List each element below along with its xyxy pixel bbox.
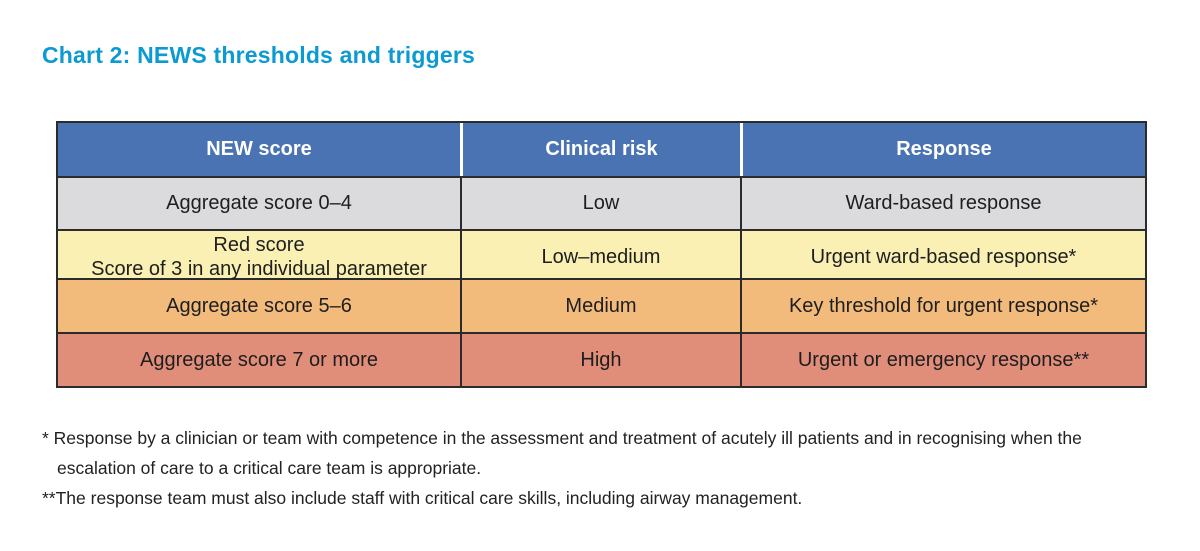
cell-low-medium-response: Urgent ward-based response*	[740, 231, 1145, 284]
cell-high-clinical-risk: High	[460, 334, 740, 386]
cell-low-medium-clinical-risk: Low–medium	[460, 231, 740, 284]
footnote-double-asterisk: **The response team must also include st…	[42, 488, 803, 509]
cell-high-new-score: Aggregate score 7 or more	[140, 348, 378, 371]
column-header-clinical-risk: Clinical risk	[460, 123, 740, 176]
cell-low-clinical-risk: Low	[460, 178, 740, 229]
table-row-low-risk: Aggregate score 0–4 Low Ward-based respo…	[58, 176, 1145, 229]
table-header-row: NEW score Clinical risk Response	[58, 123, 1145, 176]
cell-medium-new-score: Aggregate score 5–6	[166, 294, 352, 317]
cell-low-response: Ward-based response	[740, 178, 1145, 229]
cell-high-response: Urgent or emergency response**	[740, 334, 1145, 386]
chart-title: Chart 2: NEWS thresholds and triggers	[42, 42, 475, 68]
table-row-high-risk: Aggregate score 7 or more High Urgent or…	[58, 332, 1145, 386]
cell-low-medium-new-score: Red score Score of 3 in any individual p…	[91, 234, 427, 281]
table-row-low-medium-risk: Red score Score of 3 in any individual p…	[58, 229, 1145, 284]
footnote-single-asterisk: * Response by a clinician or team with c…	[42, 428, 1082, 479]
cell-low-new-score: Aggregate score 0–4	[166, 192, 352, 215]
column-header-response: Response	[740, 123, 1145, 176]
cell-medium-response: Key threshold for urgent response*	[740, 280, 1145, 332]
table-row-medium-risk: Aggregate score 5–6 Medium Key threshold…	[58, 278, 1145, 332]
footnotes: * Response by a clinician or team with c…	[42, 423, 1122, 513]
column-header-new-score: NEW score	[206, 138, 312, 161]
cell-medium-clinical-risk: Medium	[460, 280, 740, 332]
news-thresholds-table: NEW score Clinical risk Response Aggrega…	[56, 121, 1147, 388]
